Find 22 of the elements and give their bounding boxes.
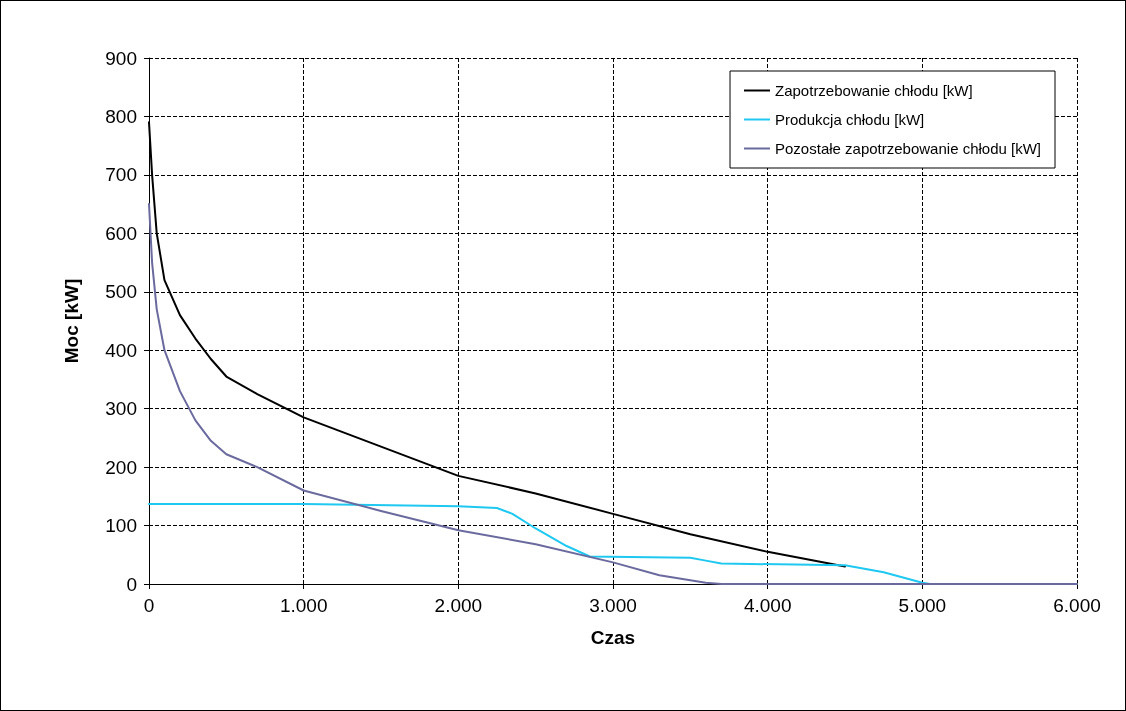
legend-label: Pozostałe zapotrzebowanie chłodu [kW]	[775, 140, 1042, 157]
x-tick-label: 1.000	[279, 595, 328, 616]
x-tick-label: 6.000	[1053, 595, 1101, 616]
legend-label: Produkcja chłodu [kW]	[775, 111, 925, 128]
x-tick-label: 3.000	[589, 595, 637, 616]
y-tick-label: 800	[105, 105, 137, 127]
y-tick-label: 400	[105, 339, 137, 361]
y-tick-label: 200	[105, 456, 137, 478]
y-axis-title: Moc [kW]	[61, 278, 82, 364]
y-tick-label: 300	[105, 398, 137, 420]
y-tick-label: 0	[126, 573, 137, 595]
y-tick-label: 700	[105, 164, 137, 186]
x-tick-label: 2.000	[434, 595, 483, 616]
x-tick-label: 4.000	[743, 595, 792, 616]
x-axis-title: Czas	[590, 627, 636, 648]
y-tick-label: 500	[105, 281, 137, 303]
legend-label: Zapotrzebowanie chłodu [kW]	[775, 82, 973, 99]
y-tick-label: 600	[105, 222, 137, 244]
y-tick-label: 100	[105, 515, 137, 537]
x-tick-label: 5.000	[898, 595, 947, 616]
x-tick-label: 0	[143, 595, 155, 616]
y-tick-label: 900	[105, 47, 137, 69]
